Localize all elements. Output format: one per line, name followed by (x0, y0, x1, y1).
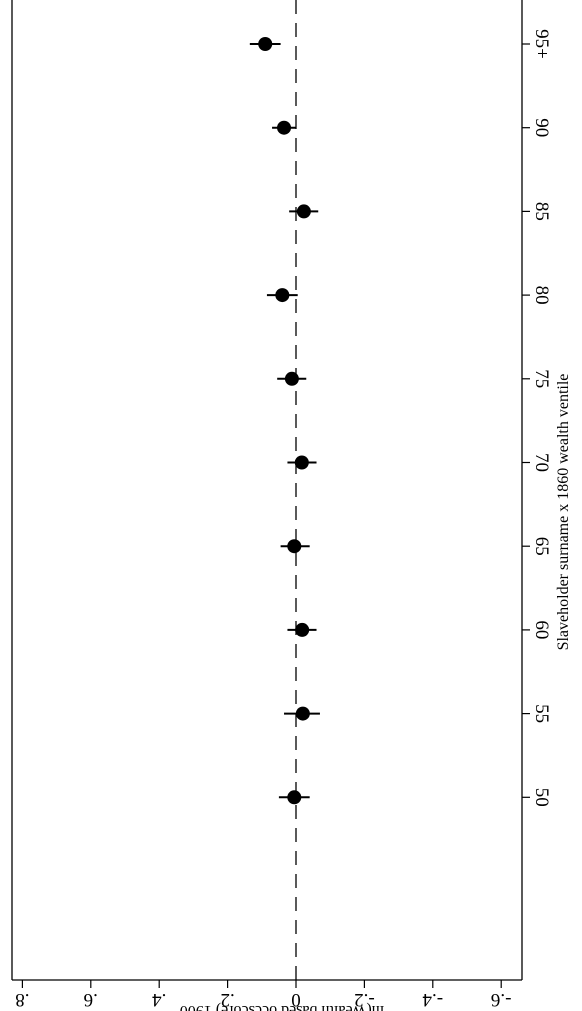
category-tick-label: 70 (531, 453, 552, 472)
category-tick-label: 85 (531, 202, 552, 221)
point-estimate (275, 288, 290, 303)
y-axis-title: ln(Wealth based occscore) 1900 (180, 1002, 384, 1011)
value-tick-label: .6 (84, 989, 98, 1010)
category-tick-label: 80 (531, 286, 552, 305)
value-tick-label: -.2 (354, 989, 375, 1010)
point-estimate (296, 204, 311, 219)
category-tick-label: 95+ (531, 29, 552, 59)
point-estimate (258, 37, 273, 51)
value-tick-label: 0 (291, 989, 301, 1010)
value-tick-label: .8 (15, 989, 29, 1010)
value-tick-label: -.6 (491, 989, 512, 1010)
value-tick-label: -.4 (422, 989, 443, 1010)
point-estimate (284, 371, 299, 386)
value-tick-label: .4 (152, 989, 167, 1010)
point-estimate (294, 455, 309, 470)
value-tick-label: .2 (220, 989, 234, 1010)
point-estimate (287, 790, 302, 805)
point-estimate (295, 706, 310, 721)
category-tick-label: 60 (531, 620, 552, 639)
point-estimate (277, 120, 292, 135)
category-tick-label: 65 (531, 537, 552, 556)
category-tick-label: 90 (531, 118, 552, 137)
point-estimate (287, 539, 302, 554)
category-tick-label: 55 (531, 704, 552, 723)
category-tick-label: 50 (531, 788, 552, 807)
plot-area: .8 .6 .4 .2 0 -.2 -.4 -.6 50 55 60 65 70 75 80 85 90 95+ (11, 0, 552, 1010)
category-tick-label: 75 (531, 369, 552, 388)
point-estimate (295, 622, 310, 637)
x-axis-title: Slaveholder surname x 1860 wealth ventil… (555, 374, 572, 651)
